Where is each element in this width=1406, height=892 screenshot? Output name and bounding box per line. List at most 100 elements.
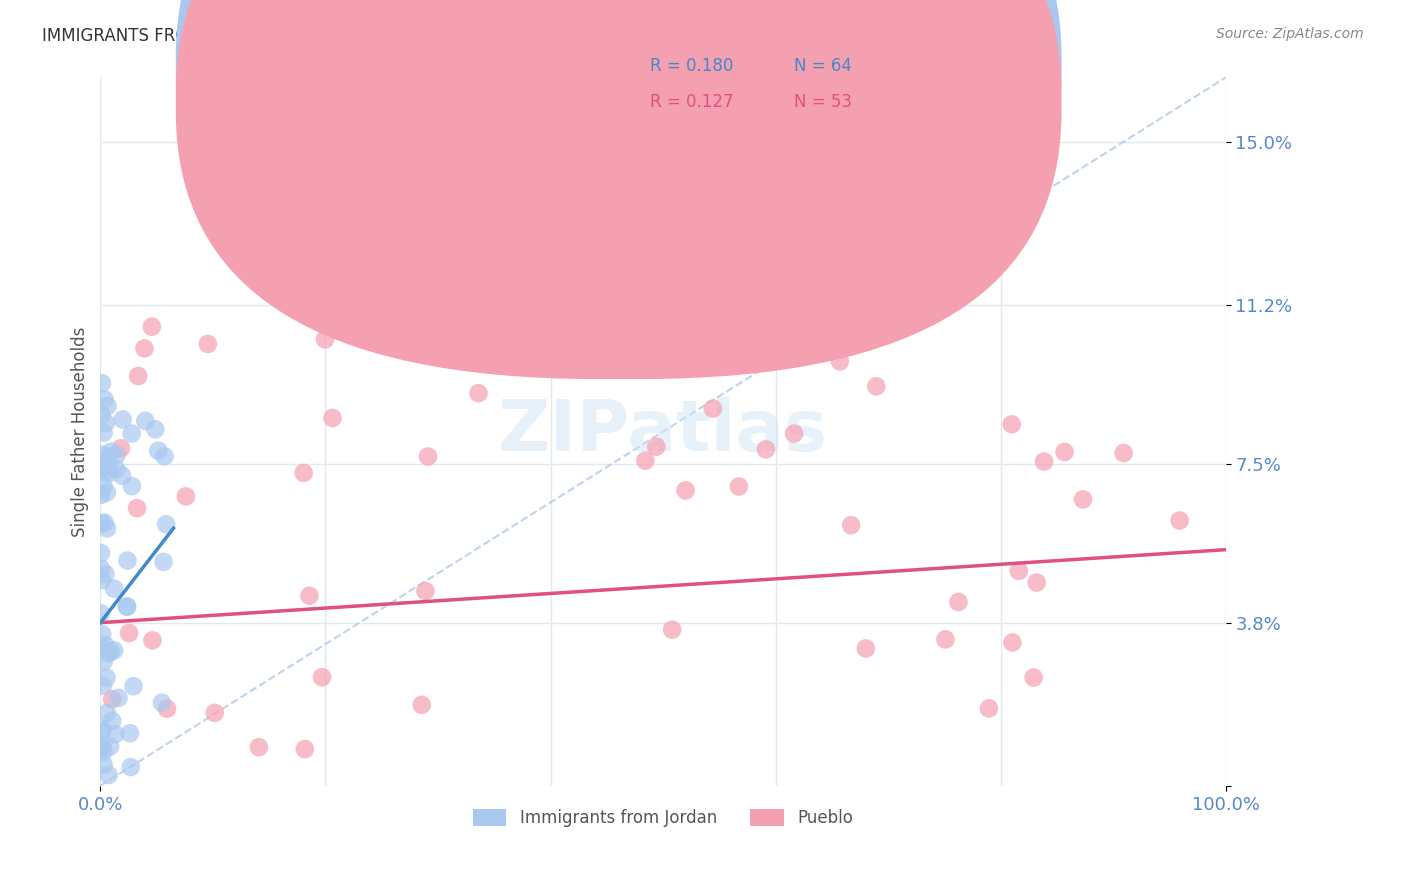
Pueblo bbox=[1001, 635, 1024, 649]
Pueblo bbox=[311, 670, 333, 684]
Immigrants from Jordan bbox=[105, 448, 128, 462]
Pueblo bbox=[609, 332, 631, 346]
Immigrants from Jordan bbox=[97, 646, 120, 660]
Immigrants from Jordan bbox=[107, 690, 129, 705]
Pueblo bbox=[416, 450, 439, 464]
Immigrants from Jordan bbox=[90, 640, 112, 655]
Immigrants from Jordan bbox=[153, 450, 176, 464]
Immigrants from Jordan bbox=[96, 485, 118, 500]
Pueblo bbox=[1008, 564, 1031, 578]
Pueblo bbox=[197, 337, 219, 351]
Immigrants from Jordan bbox=[143, 422, 166, 436]
Immigrants from Jordan bbox=[148, 443, 170, 458]
Pueblo bbox=[865, 379, 887, 393]
Pueblo bbox=[298, 589, 321, 603]
Pueblo bbox=[1053, 445, 1076, 459]
Pueblo bbox=[322, 411, 344, 425]
Immigrants from Jordan bbox=[90, 462, 112, 476]
Pueblo bbox=[294, 742, 316, 756]
Legend: Immigrants from Jordan, Pueblo: Immigrants from Jordan, Pueblo bbox=[467, 803, 859, 834]
Pueblo bbox=[977, 701, 1000, 715]
Immigrants from Jordan bbox=[91, 723, 114, 738]
Pueblo bbox=[415, 584, 437, 599]
Pueblo bbox=[1071, 492, 1094, 507]
Pueblo bbox=[661, 623, 683, 637]
Immigrants from Jordan bbox=[93, 425, 115, 440]
Pueblo bbox=[134, 342, 156, 356]
Immigrants from Jordan bbox=[91, 679, 114, 693]
Pueblo bbox=[314, 332, 336, 346]
Immigrants from Jordan bbox=[122, 679, 145, 693]
Pueblo bbox=[125, 501, 148, 516]
Immigrants from Jordan bbox=[94, 638, 117, 652]
Immigrants from Jordan bbox=[98, 739, 121, 754]
Immigrants from Jordan bbox=[90, 607, 112, 621]
Text: ZIPatlas: ZIPatlas bbox=[498, 397, 828, 467]
Pueblo bbox=[127, 369, 149, 384]
Immigrants from Jordan bbox=[120, 760, 142, 774]
Immigrants from Jordan bbox=[118, 726, 141, 740]
Pueblo bbox=[855, 641, 877, 656]
Pueblo bbox=[1022, 671, 1045, 685]
Immigrants from Jordan bbox=[97, 768, 120, 782]
Immigrants from Jordan bbox=[97, 450, 120, 464]
Immigrants from Jordan bbox=[91, 723, 114, 737]
Immigrants from Jordan bbox=[91, 740, 114, 755]
Immigrants from Jordan bbox=[97, 462, 120, 476]
Pueblo bbox=[467, 386, 489, 401]
Immigrants from Jordan bbox=[93, 745, 115, 759]
Pueblo bbox=[702, 401, 724, 416]
Pueblo bbox=[352, 332, 374, 346]
Text: N = 53: N = 53 bbox=[794, 93, 852, 111]
Immigrants from Jordan bbox=[94, 416, 117, 430]
Text: N = 64: N = 64 bbox=[794, 57, 852, 75]
Immigrants from Jordan bbox=[101, 714, 124, 728]
Pueblo bbox=[748, 334, 770, 349]
Immigrants from Jordan bbox=[97, 467, 120, 481]
Immigrants from Jordan bbox=[96, 399, 118, 413]
Immigrants from Jordan bbox=[117, 553, 139, 567]
Pueblo bbox=[1033, 454, 1056, 468]
Immigrants from Jordan bbox=[150, 696, 173, 710]
Immigrants from Jordan bbox=[134, 414, 156, 428]
Immigrants from Jordan bbox=[94, 567, 117, 582]
Immigrants from Jordan bbox=[90, 561, 112, 575]
Immigrants from Jordan bbox=[90, 408, 112, 422]
Immigrants from Jordan bbox=[91, 573, 114, 587]
Pueblo bbox=[174, 490, 197, 504]
Y-axis label: Single Father Households: Single Father Households bbox=[72, 326, 89, 537]
Immigrants from Jordan bbox=[152, 555, 174, 569]
Pueblo bbox=[638, 331, 661, 345]
Immigrants from Jordan bbox=[91, 448, 114, 462]
Immigrants from Jordan bbox=[103, 643, 125, 657]
Pueblo bbox=[645, 440, 668, 454]
Pueblo bbox=[247, 740, 270, 755]
Pueblo bbox=[141, 633, 163, 648]
Pueblo bbox=[839, 518, 862, 533]
Pueblo bbox=[728, 479, 751, 493]
Pueblo bbox=[110, 442, 132, 456]
Immigrants from Jordan bbox=[90, 546, 112, 560]
Immigrants from Jordan bbox=[90, 516, 112, 530]
Pueblo bbox=[156, 701, 179, 715]
Immigrants from Jordan bbox=[115, 599, 138, 614]
Immigrants from Jordan bbox=[115, 599, 138, 614]
Immigrants from Jordan bbox=[90, 376, 112, 391]
Pueblo bbox=[783, 426, 806, 441]
Immigrants from Jordan bbox=[111, 412, 134, 426]
Pueblo bbox=[1112, 446, 1135, 460]
Immigrants from Jordan bbox=[93, 479, 115, 493]
Immigrants from Jordan bbox=[96, 671, 118, 685]
Text: IMMIGRANTS FROM JORDAN VS PUEBLO SINGLE FATHER HOUSEHOLDS CORRELATION CHART: IMMIGRANTS FROM JORDAN VS PUEBLO SINGLE … bbox=[42, 27, 813, 45]
Pueblo bbox=[948, 595, 970, 609]
Pueblo bbox=[900, 298, 922, 312]
Text: Source: ZipAtlas.com: Source: ZipAtlas.com bbox=[1216, 27, 1364, 41]
Immigrants from Jordan bbox=[93, 516, 115, 530]
Pueblo bbox=[292, 466, 315, 480]
Immigrants from Jordan bbox=[100, 645, 122, 659]
Immigrants from Jordan bbox=[103, 582, 125, 596]
Pueblo bbox=[204, 706, 226, 720]
Immigrants from Jordan bbox=[90, 488, 112, 502]
Immigrants from Jordan bbox=[121, 479, 143, 493]
Text: R = 0.180: R = 0.180 bbox=[650, 57, 733, 75]
